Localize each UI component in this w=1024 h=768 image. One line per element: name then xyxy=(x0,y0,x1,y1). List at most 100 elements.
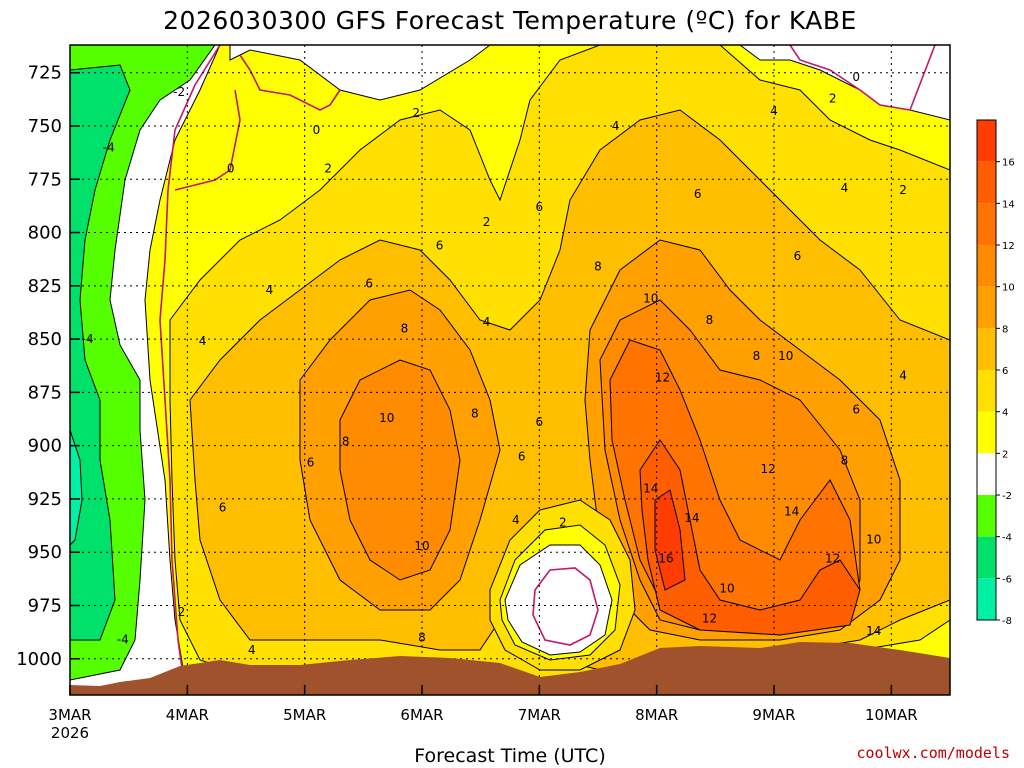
contour-label: 2 xyxy=(412,106,420,120)
colorbar-label: 8 xyxy=(1002,324,1008,335)
colorbar-label: -4 xyxy=(1002,533,1012,544)
contour-label: 4 xyxy=(248,643,256,657)
y-tick-label: 850 xyxy=(28,329,62,350)
contour-label: 8 xyxy=(401,321,409,335)
contour-label: 6 xyxy=(536,415,544,429)
contour-label: 14 xyxy=(684,511,699,525)
colorbar-swatch xyxy=(977,411,996,454)
band-fourteen-to-sixteen xyxy=(639,439,861,636)
contour-label: 2 xyxy=(899,183,907,197)
colorbar-label: -8 xyxy=(1002,616,1012,627)
y-tick-label: 750 xyxy=(28,116,62,137)
contour-label: -2 xyxy=(173,85,185,99)
contour-label: 12 xyxy=(760,462,775,476)
zero-line-right xyxy=(789,45,936,111)
contour-label: -4 xyxy=(103,140,115,154)
band-top-white-1 xyxy=(229,45,491,101)
y-tick-label: 875 xyxy=(28,382,62,403)
colorbar-swatch xyxy=(977,161,996,204)
colorbar-swatch xyxy=(977,245,996,287)
contour-label: 0 xyxy=(313,123,321,137)
zero-line-left xyxy=(159,45,221,691)
x-tick-label: 4MAR xyxy=(166,706,209,724)
colorbar-label: 6 xyxy=(1002,366,1008,377)
colorbar-label: 12 xyxy=(1002,241,1015,252)
colorbar-swatch xyxy=(977,370,996,412)
contour-label: 10 xyxy=(379,411,394,425)
temperature-fill xyxy=(70,45,950,695)
contour-label: 8 xyxy=(841,454,849,468)
contour-label: 4 xyxy=(770,104,778,118)
contour-label: 14 xyxy=(784,505,799,519)
contour-label: 12 xyxy=(702,611,717,625)
colorbar-label: 2 xyxy=(1002,449,1008,460)
contour-label: 8 xyxy=(706,313,714,327)
colorbar-swatch xyxy=(977,203,996,245)
contour-label: 2 xyxy=(829,91,837,105)
colorbar-swatch xyxy=(977,328,996,370)
contour-label: 4 xyxy=(199,334,207,348)
colorbar: 16 14 12 10 8 6 4 2 -2 -4 -6 -8 xyxy=(976,119,1015,627)
contour-label: 8 xyxy=(471,407,479,421)
contour-label: 2 xyxy=(324,162,332,176)
colorbar-label: 14 xyxy=(1002,199,1015,210)
contour-labels: -4 -2 0 0 2 2 4 4 2 0 4 2 6 6 2 6 8 10 8 4 6 6 4 8 -4 4 8 10 12 4 6 10 8… xyxy=(82,70,907,657)
contour-label: 0 xyxy=(227,162,235,176)
contour-label: 0 xyxy=(852,70,860,84)
x-tick-label: 9MAR xyxy=(752,706,795,724)
contour-label: 4 xyxy=(899,368,907,382)
x-tick-label: 6MAR xyxy=(400,706,443,724)
colorbar-label: -6 xyxy=(1002,574,1012,585)
y-tick-label: 900 xyxy=(28,436,62,457)
contour-label: 10 xyxy=(778,349,793,363)
band-low-white-core xyxy=(504,544,613,656)
band-ten-to-twelve xyxy=(339,359,461,581)
colorbar-label: -2 xyxy=(1002,491,1012,502)
contour-label: 16 xyxy=(658,552,673,566)
x-tick-label: 7MAR xyxy=(518,706,561,724)
colorbar-label: 10 xyxy=(1002,283,1015,294)
band-sixteen-plus xyxy=(654,489,686,591)
band-minus-six xyxy=(70,429,83,546)
contour-label: 4 xyxy=(841,181,849,195)
contour-label: 8 xyxy=(753,349,761,363)
plot-border xyxy=(69,44,951,696)
colorbar-label: 16 xyxy=(1002,158,1015,169)
zero-isotherms xyxy=(159,45,936,691)
colorbar-swatch xyxy=(977,286,996,329)
y-axis: 725 750 775 800 825 850 875 900 925 950 975 1000 xyxy=(16,63,80,670)
contour-label: 10 xyxy=(719,581,734,595)
colorbar-swatch xyxy=(977,453,996,495)
zero-line-mid xyxy=(174,89,241,191)
x-tick-label: 8MAR xyxy=(635,706,678,724)
y-tick-label: 950 xyxy=(28,542,62,563)
contour-label: 6 xyxy=(219,500,227,514)
contour-label: 6 xyxy=(436,238,444,252)
contour-label: 6 xyxy=(518,449,526,463)
contour-label: 6 xyxy=(536,200,544,214)
ground-terrain xyxy=(70,642,950,695)
y-tick-label: 725 xyxy=(28,63,62,84)
colorbar-swatch xyxy=(977,120,996,162)
credit-text: coolwx.com/models xyxy=(856,744,1010,762)
contour-label: 4 xyxy=(483,315,491,329)
contour-label: 2 xyxy=(559,515,567,529)
contour-label: 4 xyxy=(612,119,620,133)
x-tick-label: 3MAR xyxy=(48,706,91,724)
x-tick-label: 10MAR xyxy=(865,706,918,724)
y-tick-label: 1000 xyxy=(16,649,62,670)
contour-label: 6 xyxy=(694,187,702,201)
colorbar-swatch xyxy=(977,536,996,579)
contour-label: -4 xyxy=(82,332,94,346)
colorbar-swatch xyxy=(977,495,996,537)
contour-label: 2 xyxy=(178,605,186,619)
contour-label: 14 xyxy=(866,624,881,638)
contour-label: 6 xyxy=(852,402,860,416)
contour-label: 4 xyxy=(266,283,274,297)
contour-label: 6 xyxy=(794,249,802,263)
x-tick-sublabel: 2026 xyxy=(51,724,89,742)
contour-label: 10 xyxy=(643,292,658,306)
y-tick-label: 975 xyxy=(28,595,62,616)
